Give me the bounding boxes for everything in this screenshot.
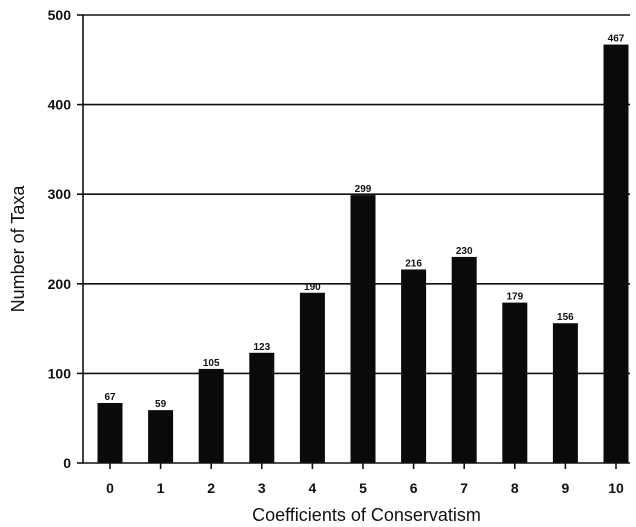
- data-label-9: 156: [557, 312, 574, 323]
- bar-5: [350, 195, 376, 463]
- data-label-8: 179: [506, 292, 523, 303]
- y-tick-label: 200: [48, 276, 72, 292]
- y-tick-label: 300: [48, 186, 72, 202]
- bar-6: [401, 269, 427, 463]
- bar-10: [603, 44, 629, 464]
- x-axis-title: Coefficients of Conservatism: [252, 505, 481, 525]
- x-tick-label-3: 3: [258, 480, 266, 496]
- data-label-2: 105: [203, 358, 220, 369]
- data-labels: 67 59 105 123 190 299 216 230 179 156 467: [104, 34, 624, 411]
- x-tick-label-9: 9: [562, 480, 570, 496]
- y-tick-label: 400: [48, 97, 72, 113]
- x-tick-label-8: 8: [511, 480, 519, 496]
- data-label-3: 123: [253, 342, 270, 353]
- plot-frame: [82, 15, 630, 464]
- bar-3: [249, 352, 275, 463]
- bars: [97, 44, 629, 464]
- data-label-6: 216: [405, 258, 422, 269]
- x-tick-label-1: 1: [157, 480, 165, 496]
- bar-7: [451, 256, 477, 463]
- x-tick-label-4: 4: [309, 480, 317, 496]
- x-tick-label-6: 6: [410, 480, 418, 496]
- x-tick-label-5: 5: [359, 480, 367, 496]
- x-tick-label-2: 2: [207, 480, 215, 496]
- data-label-4: 190: [304, 282, 321, 293]
- x-tick-label-7: 7: [460, 480, 468, 496]
- bar-1: [148, 410, 174, 463]
- data-label-1: 59: [155, 399, 167, 410]
- gridlines: [83, 14, 630, 375]
- data-label-0: 67: [104, 392, 116, 403]
- y-tick-label: 0: [63, 455, 71, 471]
- x-tick-label-10: 10: [608, 480, 624, 496]
- data-label-5: 299: [355, 184, 372, 195]
- y-axis-title: Number of Taxa: [8, 185, 28, 313]
- bar-4: [299, 292, 325, 463]
- y-tick-label: 500: [48, 7, 72, 23]
- y-axis-ticks: 0 100 200 300 400 500: [48, 7, 83, 471]
- bar-0: [97, 402, 123, 463]
- data-label-10: 467: [608, 34, 625, 45]
- bar-2: [198, 368, 224, 463]
- bar-8: [502, 302, 528, 463]
- y-tick-label: 100: [48, 365, 72, 381]
- x-axis-ticks: 0 1 2 3 4 5 6 7 8 9 10: [106, 463, 624, 496]
- x-tick-label-0: 0: [106, 480, 114, 496]
- bar-9: [552, 323, 578, 463]
- data-label-7: 230: [456, 246, 473, 257]
